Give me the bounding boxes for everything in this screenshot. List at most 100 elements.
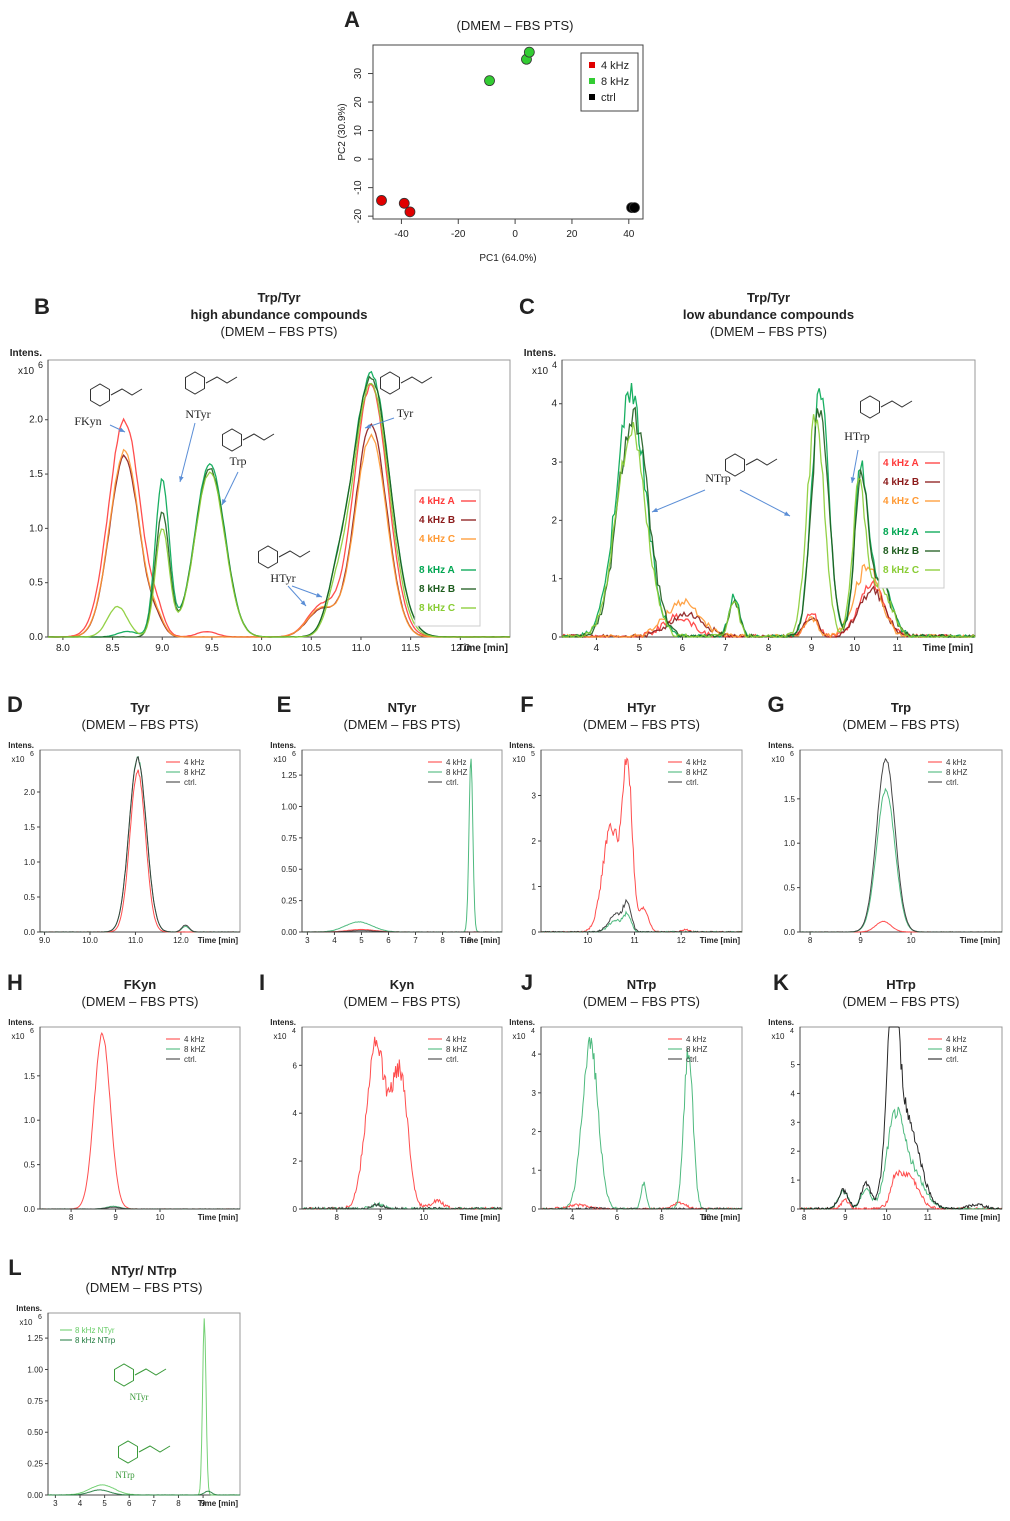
legend-label: 8 kHZ [686,1045,707,1054]
y-tick-label: 0.75 [27,1397,43,1406]
y-multiplier: x10 [532,366,549,377]
x-axis-label: Time [min] [700,936,741,945]
y-tick-label: 2.0 [29,415,43,426]
molecule-chain [110,388,143,396]
y-tick-label: 1 [532,883,537,892]
x-tick-label: 12.0 [451,643,471,654]
x-tick-label: 8 [176,1499,181,1508]
y-tick-label: 0.25 [27,1460,43,1469]
annotation-htyr: HTyr [270,571,295,585]
x-tick-label: 11.5 [401,643,420,654]
molecule-ring [185,371,205,395]
panel-b: B Trp/Tyr high abundance compounds (DMEM – … [10,290,511,654]
annotation-arrowhead [316,592,322,598]
chart-title: Trp/Tyr [747,290,790,305]
legend-swatch [589,62,595,68]
panel-letter: A [344,7,360,32]
y-tick-label: 1.0 [24,858,36,867]
y-tick-label: 20 [353,96,364,108]
panel-letter: H [7,970,23,995]
legend-label: 4 kHz C [419,534,455,545]
chart-title: (DMEM – FBS PTS) [456,18,573,33]
y-exponent: 5 [531,751,535,758]
x-axis-label: Time [min] [458,643,508,654]
panel-letter: E [277,692,292,717]
plot-frame [372,44,644,220]
y-tick-label: 30 [353,68,364,80]
annotation-fkyn: FKyn [74,414,101,428]
series-line-ctrl- [40,756,240,933]
y-tick-label: 0 [791,1205,796,1214]
series-line-8-khz-c [561,414,976,639]
y-tick-label: 1.5 [29,469,43,480]
molecule-chain [278,550,311,558]
y-tick-label: 0.0 [29,632,43,643]
y-tick-label: 6 [293,1061,298,1070]
y-tick-label: 1 [551,574,557,585]
annotation-arrowhead [365,423,371,429]
chart-title: Kyn [390,977,415,992]
y-tick-label: 3 [532,792,537,801]
x-tick-label: 12.0 [173,936,189,945]
panel-letter: D [7,692,23,717]
x-tick-label: 8 [802,1213,807,1222]
x-tick-label: 11.0 [352,643,371,654]
y-tick-label: 1.25 [281,771,297,780]
y-tick-label: 4 [791,1089,796,1098]
y-tick-label: 2 [551,515,557,526]
molecule-ring [118,1440,138,1464]
data-point [398,197,410,209]
y-multiplier: x10 [274,1032,287,1041]
y-multiplier: x10 [513,755,526,764]
x-tick-label: 3 [305,936,310,945]
y-tick-label: 1.25 [27,1334,43,1343]
legend-label: ctrl. [184,1055,197,1064]
x-tick-label: 4 [78,1499,83,1508]
y-tick-label: 0.5 [29,578,43,589]
legend-label: 8 kHZ [446,768,467,777]
x-tick-label: 9 [843,1213,848,1222]
x-tick-label: 10 [583,936,592,945]
y-axis-label: Intens. [10,348,42,359]
panel-letter: C [519,294,535,319]
x-tick-label: 8 [69,1213,74,1222]
series-line-ctrl- [800,757,1003,933]
molecule-chain [880,400,913,408]
molecule-ring [258,545,278,569]
x-tick-label: 9 [809,643,815,654]
series-line-8-khz [800,1106,1003,1210]
annotation-htrp: HTrp [844,429,870,443]
y-exponent: 4 [292,1028,296,1035]
chart-subtitle: (DMEM – FBS PTS) [710,324,827,339]
y-multiplier: x10 [12,1032,25,1041]
y-exponent: 6 [38,1314,42,1321]
y-tick-label: 2.0 [24,788,36,797]
legend-label: ctrl. [446,778,459,787]
y-multiplier: x10 [772,755,785,764]
y-exponent: 4 [552,360,557,370]
chart-subtitle: (DMEM – FBS PTS) [583,717,700,732]
legend-label: 4 kHz [946,758,966,767]
x-tick-label: 10 [702,1213,711,1222]
legend-label: 8 kHz C [419,603,455,614]
x-tick-label: 8 [335,1213,340,1222]
x-tick-label: 0 [512,229,518,240]
data-point [404,206,416,218]
panel-letter: K [773,970,789,995]
molecule-chain [205,376,238,384]
legend-label: 8 kHz A [883,527,919,538]
chart-subtitle: (DMEM – FBS PTS) [81,994,198,1009]
legend-label: ctrl. [184,778,197,787]
y-axis-label: PC2 (30.9%) [337,103,348,160]
chart-title: Trp/Tyr [257,290,300,305]
legend-label: 4 kHz [601,60,629,72]
panel-d: D Tyr (DMEM – FBS PTS) 9.0 10.0 11.0 12.0 0.0 0.… [7,692,241,945]
y-tick-label: 0 [532,1205,537,1214]
annotation-arrow [851,449,859,484]
y-multiplier: x10 [513,1032,526,1041]
x-tick-label: 9 [467,936,472,945]
chart-title: FKyn [124,977,157,992]
y-tick-label: 1.00 [281,802,297,811]
y-tick-label: 0.00 [27,1491,43,1500]
y-axis-label: Intens. [270,741,296,750]
